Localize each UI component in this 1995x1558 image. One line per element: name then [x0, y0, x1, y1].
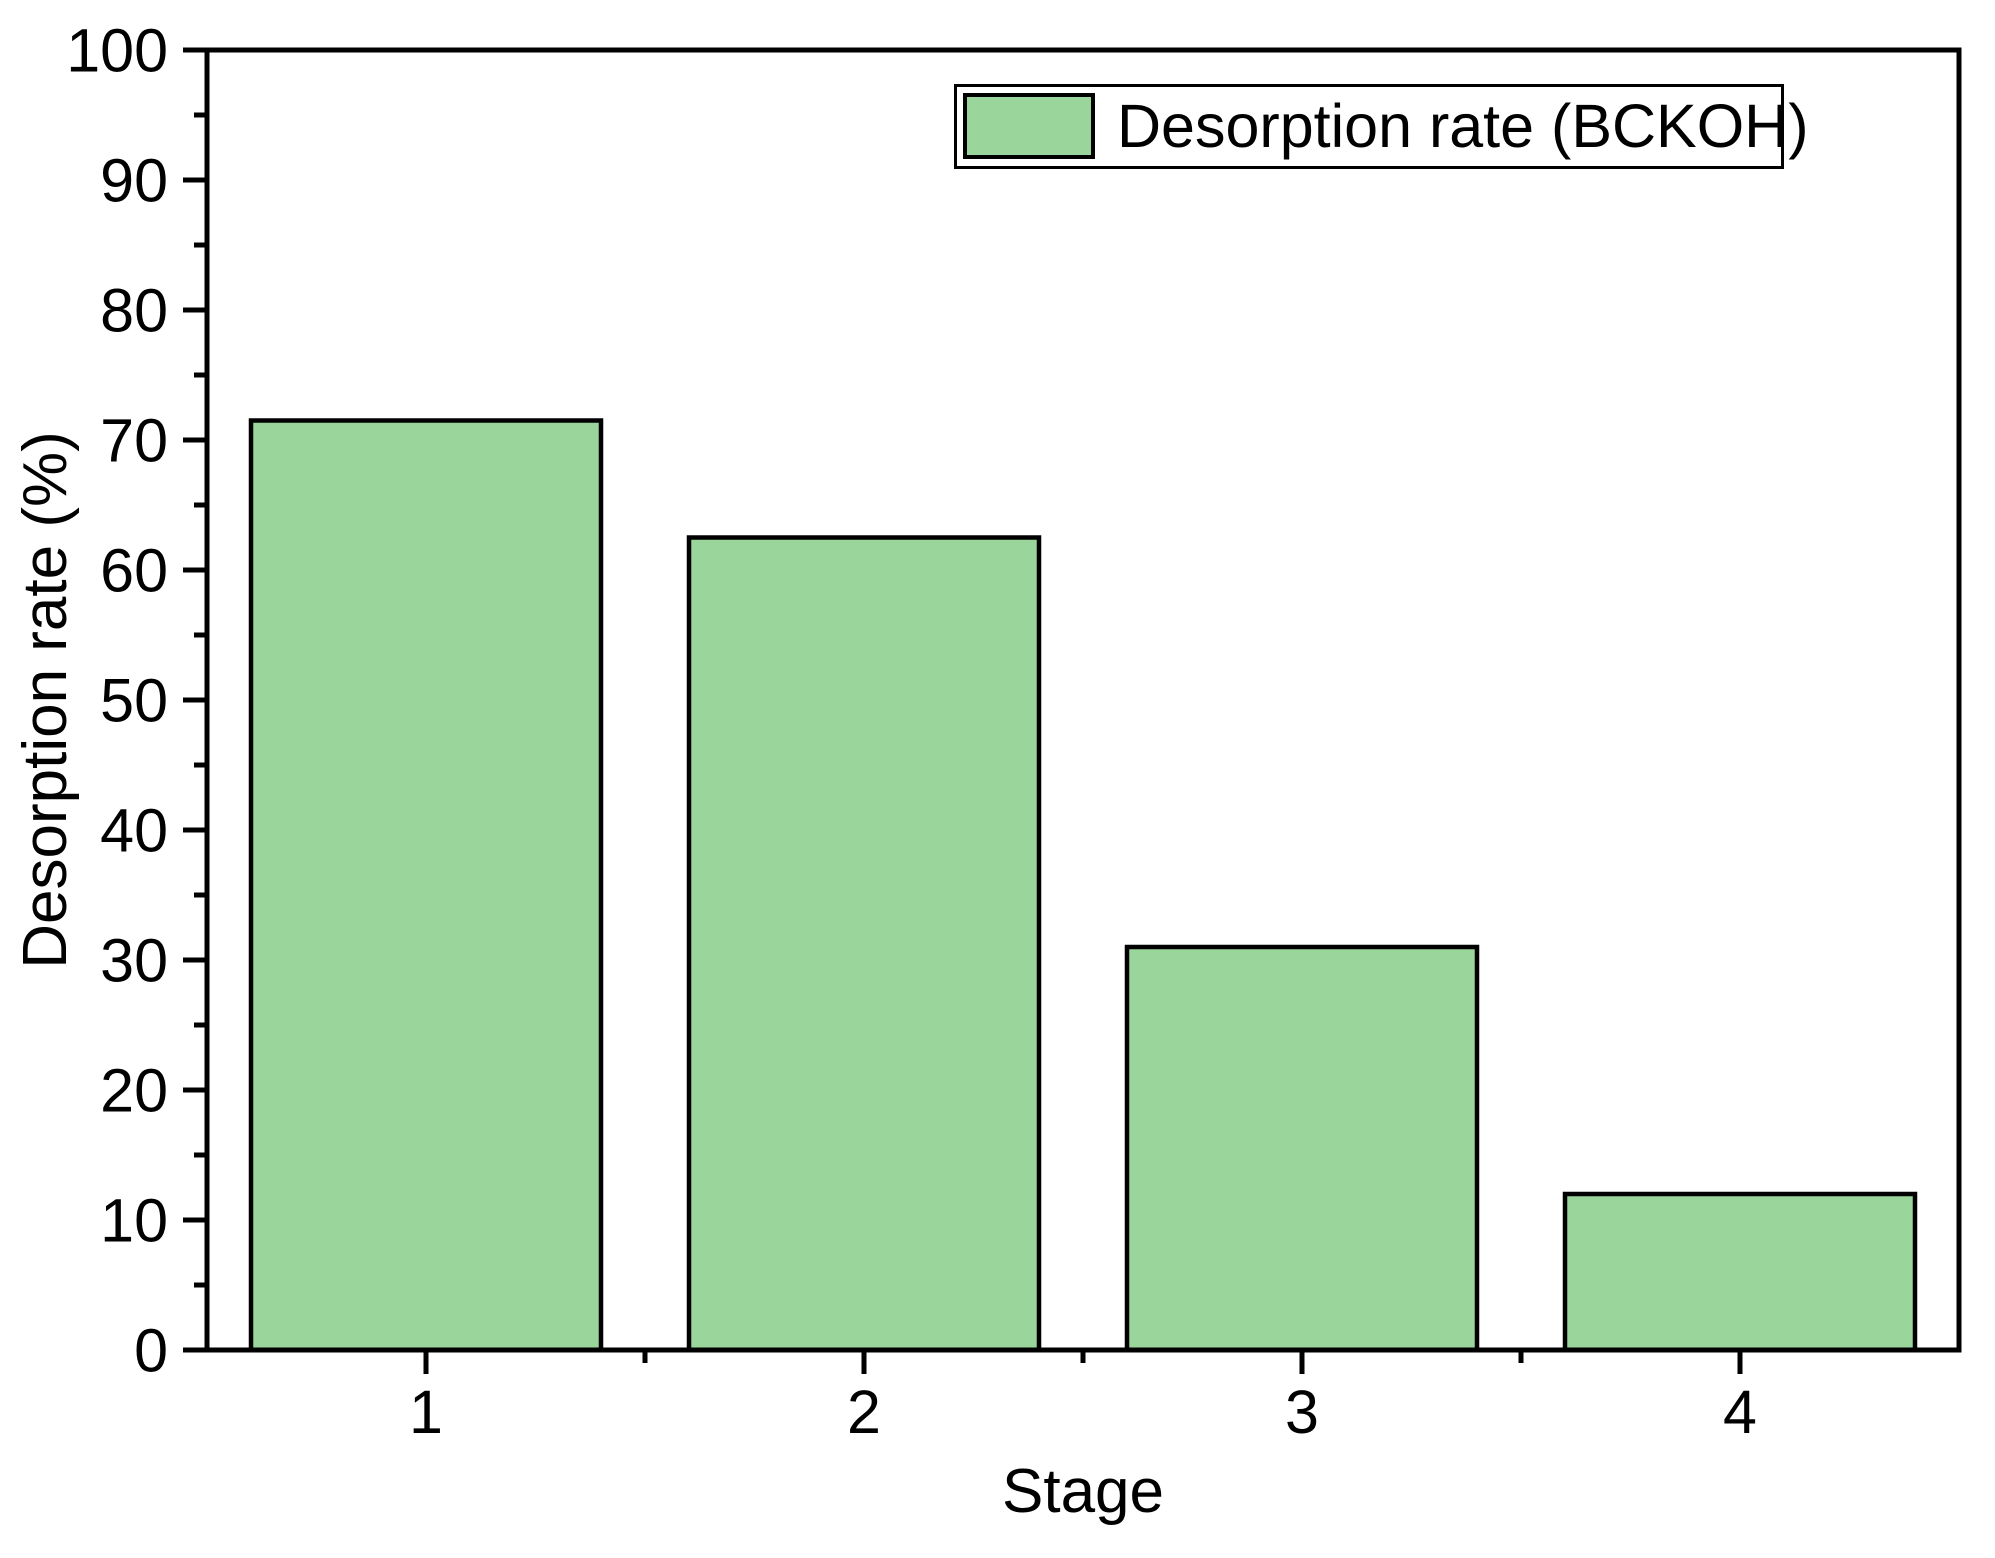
- legend-label: Desorption rate (BCKOH): [1117, 92, 1809, 160]
- y-tick-label-30: 30: [100, 926, 168, 994]
- y-tick-label-40: 40: [100, 796, 168, 864]
- y-tick-label-20: 20: [100, 1056, 168, 1124]
- y-axis-ticks: [183, 47, 207, 1353]
- x-axis-tick-labels: 1 2 3 4: [409, 1378, 1757, 1446]
- bar-stage-4: [1562, 1191, 1918, 1353]
- y-tick-label-10: 10: [100, 1186, 168, 1254]
- x-tick-label-3: 3: [1285, 1378, 1319, 1446]
- bar-stage-1: [248, 418, 604, 1353]
- x-axis-ticks: [423, 1350, 1743, 1374]
- y-tick-label-80: 80: [100, 276, 168, 344]
- x-tick-label-4: 4: [1723, 1378, 1757, 1446]
- y-tick-label-60: 60: [100, 536, 168, 604]
- y-tick-label-50: 50: [100, 666, 168, 734]
- y-tick-label-100: 100: [66, 16, 168, 84]
- bar-stage-3: [1124, 944, 1480, 1353]
- legend-swatch: [963, 93, 1095, 159]
- x-tick-label-2: 2: [847, 1378, 881, 1446]
- y-axis-title: Desorption rate (%): [11, 431, 80, 969]
- legend: Desorption rate (BCKOH): [954, 84, 1809, 169]
- y-tick-label-70: 70: [100, 406, 168, 474]
- bar-stage-2: [686, 535, 1042, 1353]
- x-tick-label-1: 1: [409, 1378, 443, 1446]
- y-tick-label-0: 0: [134, 1316, 168, 1384]
- bars-group: [248, 418, 1918, 1353]
- x-axis-title: Stage: [1002, 1457, 1164, 1526]
- y-tick-label-90: 90: [100, 146, 168, 214]
- y-axis-tick-labels: 0 10 20 30 40 50 60 70 80 90 100: [66, 16, 168, 1384]
